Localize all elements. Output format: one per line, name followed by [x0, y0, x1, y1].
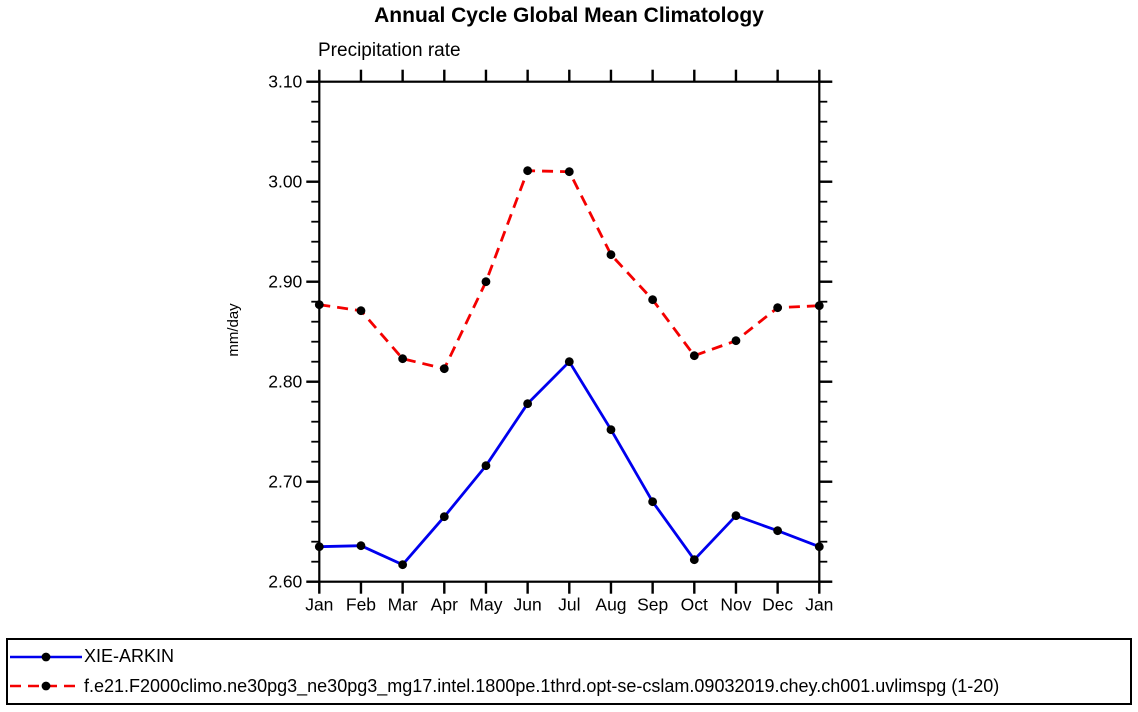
series-marker	[356, 306, 366, 316]
series-marker	[689, 351, 699, 361]
x-tick-label: Sep	[637, 595, 668, 615]
series-marker	[814, 542, 824, 552]
x-tick-label: Mar	[388, 595, 418, 615]
chart-subtitle: Precipitation rate	[318, 40, 461, 61]
y-tick-label: 3.10	[268, 72, 302, 92]
chart-title: Annual Cycle Global Mean Climatology	[374, 4, 764, 27]
series-marker	[564, 357, 574, 367]
y-tick-label: 2.60	[268, 572, 302, 592]
series-marker	[689, 555, 699, 565]
series-marker	[314, 542, 324, 552]
series-marker	[773, 303, 783, 313]
x-tick-label: Jun	[514, 595, 542, 615]
series-marker	[481, 277, 491, 287]
legend-row: f.e21.F2000climo.ne30pg3_ne30pg3_mg17.in…	[8, 673, 1130, 699]
legend-line-sample	[10, 652, 82, 662]
series-marker	[731, 511, 741, 521]
series-line	[319, 169, 820, 371]
x-tick-label: Feb	[346, 595, 376, 615]
series-marker	[398, 560, 408, 570]
x-tick-label: Jul	[558, 595, 580, 615]
x-tick-label: Nov	[720, 595, 751, 615]
series-marker	[606, 250, 616, 260]
series-marker	[814, 301, 824, 311]
legend-label: XIE-ARKIN	[84, 646, 175, 667]
y-tick-label: 2.90	[268, 272, 302, 292]
series-line	[319, 359, 820, 567]
x-tick-label: Aug	[595, 595, 626, 615]
x-tick-label: Apr	[431, 595, 458, 615]
legend-box: XIE-ARKIN f.e21.F2000climo.ne30pg3_ne30pg…	[6, 638, 1132, 705]
y-tick-label: 3.00	[268, 172, 302, 192]
plot-frame	[318, 80, 821, 583]
series-marker	[356, 541, 366, 551]
series-marker	[648, 295, 658, 305]
y-tick-label: 2.80	[268, 372, 302, 392]
legend-label: f.e21.F2000climo.ne30pg3_ne30pg3_mg17.in…	[84, 675, 1000, 696]
series-marker	[606, 425, 616, 435]
series-marker	[523, 166, 533, 176]
series-marker	[564, 167, 574, 177]
series-marker	[648, 497, 658, 507]
x-tick-label: May	[469, 595, 502, 615]
series-marker	[481, 461, 491, 471]
legend-row: XIE-ARKIN	[8, 644, 1130, 670]
series-marker	[523, 399, 533, 409]
x-tick-label: Jan	[805, 595, 833, 615]
x-tick-label: Oct	[681, 595, 708, 615]
series-marker	[731, 336, 741, 346]
series-marker	[439, 364, 449, 374]
series-marker	[398, 354, 408, 364]
x-tick-label: Dec	[762, 595, 793, 615]
series-marker	[314, 300, 324, 310]
series-marker	[439, 512, 449, 522]
legend-marker	[41, 681, 51, 691]
plot-area-svg: 2.60 2.70 2.80 2.90 3.00 3.10 Jan Feb Mar Apr May J…	[268, 69, 833, 615]
y-tick-label: 2.70	[268, 472, 302, 492]
legend-marker	[41, 652, 51, 662]
x-tick-label: Jan	[305, 595, 333, 615]
series-marker	[773, 526, 783, 536]
legend-line-sample	[10, 681, 82, 691]
